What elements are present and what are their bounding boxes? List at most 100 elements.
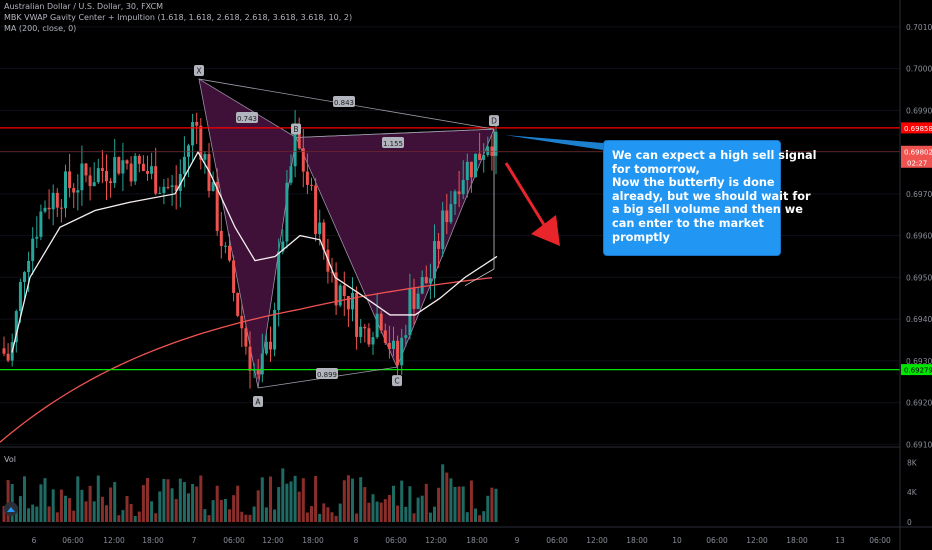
candle-body [273, 309, 277, 350]
price-tag-label: 0.69858 [904, 125, 932, 133]
logo-icon[interactable] [4, 502, 18, 516]
volume-bar [326, 507, 330, 522]
candle-body [289, 166, 293, 183]
time-tick-label: 06:00 [62, 536, 84, 545]
volume-bar [51, 489, 55, 522]
volume-bar [27, 508, 31, 522]
volume-bar [346, 475, 350, 522]
candle-body [84, 163, 88, 176]
volume-bar [338, 503, 342, 522]
volume-bar [441, 464, 445, 522]
volume-bar [39, 484, 43, 522]
candle-body [68, 171, 72, 189]
candle-body [256, 369, 260, 375]
candle-body [318, 222, 322, 235]
candle-body [396, 340, 400, 366]
volume-bar [199, 475, 203, 522]
volume-bar [330, 512, 334, 522]
candle-body [43, 207, 47, 212]
candle-body [166, 186, 170, 188]
volume-bar [293, 475, 297, 522]
volume-bar [125, 496, 129, 522]
volume-bar [305, 512, 309, 522]
volume-bar [474, 508, 477, 522]
volume-bar [482, 511, 486, 522]
pattern-point-box [253, 395, 263, 407]
volume-bar [400, 480, 404, 522]
time-tick-label: 12:00 [425, 536, 447, 545]
volume-bar [412, 513, 416, 522]
candle-body [150, 166, 154, 174]
time-tick-label: 06:00 [223, 536, 245, 545]
volume-bar [453, 486, 457, 522]
volume-bar [117, 515, 121, 522]
volume-bar [72, 510, 76, 522]
candle-body [297, 125, 301, 149]
volume-bar [363, 487, 367, 522]
volume-bar [195, 486, 199, 522]
volume-bar [55, 512, 59, 522]
time-tick-label: 06:00 [546, 536, 568, 545]
candle-body [64, 171, 67, 209]
volume-bar [182, 482, 186, 522]
candle-body [334, 272, 338, 306]
candle-body [453, 191, 457, 205]
candle-body [154, 166, 158, 194]
volume-bar [141, 485, 145, 522]
volume-bar [404, 506, 408, 522]
candle-body [129, 163, 133, 182]
candle-body [31, 238, 35, 261]
candle-body [2, 348, 6, 354]
candle-body [277, 251, 281, 310]
candle-body [285, 182, 289, 242]
candle-body [96, 168, 100, 183]
volume-bar [88, 485, 92, 522]
candle-body [433, 241, 436, 279]
price-tag [901, 145, 932, 168]
ratio-label: 0.843 [334, 99, 354, 107]
candle-body [424, 277, 428, 284]
candles [2, 110, 498, 389]
candle-body [408, 288, 412, 336]
pattern-wing-bcd [295, 128, 495, 369]
candle-body [236, 292, 240, 316]
volume-bar [433, 506, 436, 522]
pattern-point-box [489, 115, 499, 127]
candle-body [133, 155, 137, 182]
pattern-point-box [392, 375, 402, 387]
volume-bar [494, 488, 498, 522]
ratio-label: 0.899 [317, 371, 337, 379]
volume-bar [43, 478, 47, 522]
volume-bar [445, 472, 449, 522]
volume-bar [2, 506, 6, 522]
volume-bar [207, 515, 211, 522]
candle-body [27, 260, 31, 273]
pattern-point-box [194, 65, 204, 77]
callout-pointer [505, 135, 603, 150]
candle-body [113, 157, 117, 184]
candle-body [400, 337, 404, 366]
time-tick-label: 18:00 [302, 536, 324, 545]
candle-body [18, 282, 22, 312]
candle-body [281, 241, 285, 252]
volume-bar [244, 514, 248, 522]
volume-bar [31, 504, 35, 522]
volume-bar [84, 501, 88, 522]
volume-bar [342, 480, 346, 522]
candle-body [170, 185, 174, 187]
volume-bar [355, 513, 359, 522]
volume-bar [113, 482, 117, 522]
pattern-point-d: D [491, 117, 497, 126]
projection-base [464, 268, 495, 287]
volume-bar [387, 494, 391, 522]
callout-line-5: a big sell volume and then we [612, 203, 803, 217]
candle-body [404, 335, 408, 338]
candle-body [125, 160, 129, 164]
candle-body [51, 192, 55, 210]
